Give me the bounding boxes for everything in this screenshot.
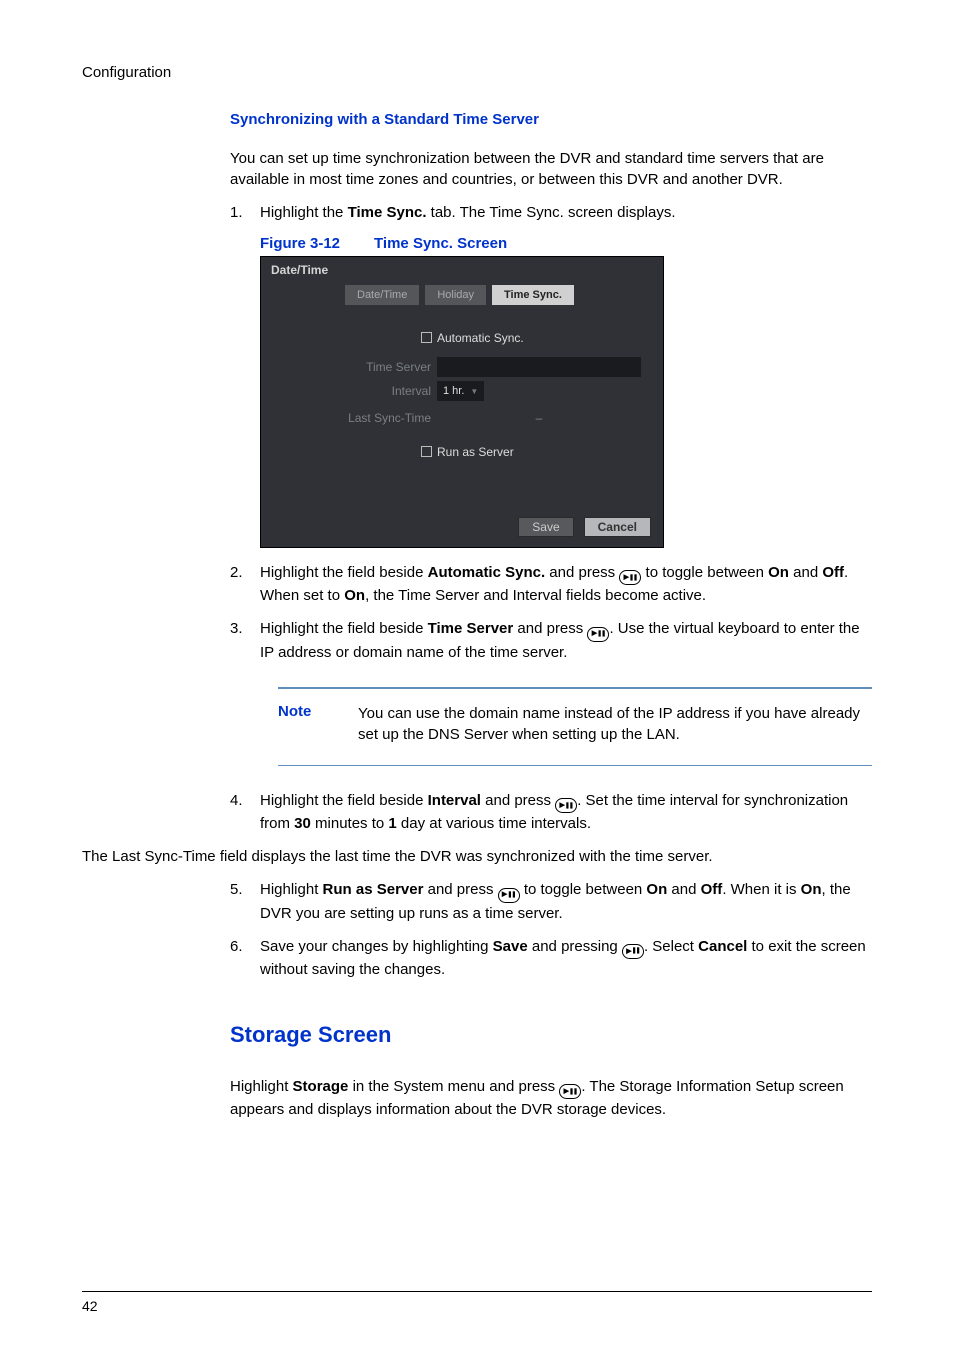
list-text: Highlight Run as Server and press to tog… <box>260 879 872 923</box>
dialog-buttons: Save Cancel <box>518 517 651 537</box>
cancel-button[interactable]: Cancel <box>584 517 651 537</box>
list-item: 1. Highlight the Time Sync. tab. The Tim… <box>230 202 872 223</box>
list-item: 6. Save your changes by highlighting Sav… <box>230 936 872 980</box>
page-number: 42 <box>82 1298 98 1314</box>
list-number: 4. <box>230 790 260 834</box>
note-rule-bottom <box>278 765 872 766</box>
time-server-field[interactable] <box>437 357 641 377</box>
note-row: Note You can use the domain name instead… <box>278 703 872 745</box>
ordered-list: 1. Highlight the Time Sync. tab. The Tim… <box>230 202 872 223</box>
tab-time-sync[interactable]: Time Sync. <box>492 285 574 305</box>
list-item: 3. Highlight the field beside Time Serve… <box>230 618 872 662</box>
tab-date-time[interactable]: Date/Time <box>345 285 419 305</box>
note-label: Note <box>278 703 358 745</box>
list-number: 1. <box>230 202 260 223</box>
last-sync-paragraph: The Last Sync-Time field displays the la… <box>82 846 872 867</box>
automatic-sync-checkbox[interactable] <box>421 332 432 343</box>
ordered-list: 4. Highlight the field beside Interval a… <box>230 790 872 834</box>
list-text: Highlight the field beside Automatic Syn… <box>260 562 872 606</box>
play-pause-icon <box>555 798 577 813</box>
play-pause-icon <box>498 888 520 903</box>
run-as-server-label: Run as Server <box>437 445 514 459</box>
last-sync-value: – <box>437 411 641 425</box>
document-page: Configuration Synchronizing with a Stand… <box>0 0 954 1348</box>
last-sync-label: Last Sync-Time <box>331 411 431 425</box>
section-header: Configuration <box>82 64 872 81</box>
footer-rule <box>82 1291 872 1292</box>
time-sync-screenshot: Date/Time Date/Time Holiday Time Sync. A… <box>260 256 664 548</box>
heading-storage: Storage Screen <box>230 1022 872 1048</box>
interval-row: Interval 1 hr.▼ <box>331 381 641 401</box>
automatic-sync-row: Automatic Sync. <box>421 331 524 345</box>
list-text: Save your changes by highlighting Save a… <box>260 936 872 980</box>
figure-number: Figure 3-12 <box>260 235 340 252</box>
list-item: 2. Highlight the field beside Automatic … <box>230 562 872 606</box>
play-pause-icon <box>622 944 644 959</box>
last-sync-row: Last Sync-Time – <box>331 411 641 425</box>
automatic-sync-label: Automatic Sync. <box>437 331 524 345</box>
time-server-label: Time Server <box>331 360 431 374</box>
note-rule-top <box>278 687 872 689</box>
list-number: 6. <box>230 936 260 980</box>
list-text: Highlight the field beside Interval and … <box>260 790 872 834</box>
play-pause-icon <box>559 1084 581 1099</box>
note-text: You can use the domain name instead of t… <box>358 703 872 745</box>
tab-bar: Date/Time Holiday Time Sync. <box>345 285 574 305</box>
save-button[interactable]: Save <box>518 517 573 537</box>
time-server-row: Time Server <box>331 357 641 377</box>
tab-holiday[interactable]: Holiday <box>425 285 486 305</box>
play-pause-icon <box>619 570 641 585</box>
list-number: 3. <box>230 618 260 662</box>
dialog-title: Date/Time <box>271 263 328 277</box>
heading-sync: Synchronizing with a Standard Time Serve… <box>230 111 872 128</box>
list-text: Highlight the field beside Time Server a… <box>260 618 872 662</box>
ordered-list: 2. Highlight the field beside Automatic … <box>230 562 872 663</box>
ordered-list: 5. Highlight Run as Server and press to … <box>230 879 872 980</box>
run-as-server-checkbox[interactable] <box>421 446 432 457</box>
storage-paragraph: Highlight Storage in the System menu and… <box>230 1076 872 1120</box>
main-content: Synchronizing with a Standard Time Serve… <box>230 111 872 1120</box>
chevron-down-icon: ▼ <box>470 387 478 396</box>
intro-paragraph: You can set up time synchronization betw… <box>230 148 872 190</box>
note-block: Note You can use the domain name instead… <box>278 687 872 766</box>
interval-dropdown[interactable]: 1 hr.▼ <box>437 381 484 401</box>
play-pause-icon <box>587 627 609 642</box>
run-as-server-row: Run as Server <box>421 445 514 459</box>
list-item: 5. Highlight Run as Server and press to … <box>230 879 872 923</box>
figure-caption: Figure 3-12 Time Sync. Screen <box>260 235 872 252</box>
list-text: Highlight the Time Sync. tab. The Time S… <box>260 202 872 223</box>
list-number: 2. <box>230 562 260 606</box>
list-number: 5. <box>230 879 260 923</box>
interval-label: Interval <box>331 384 431 398</box>
figure-title: Time Sync. Screen <box>374 235 507 252</box>
list-item: 4. Highlight the field beside Interval a… <box>230 790 872 834</box>
